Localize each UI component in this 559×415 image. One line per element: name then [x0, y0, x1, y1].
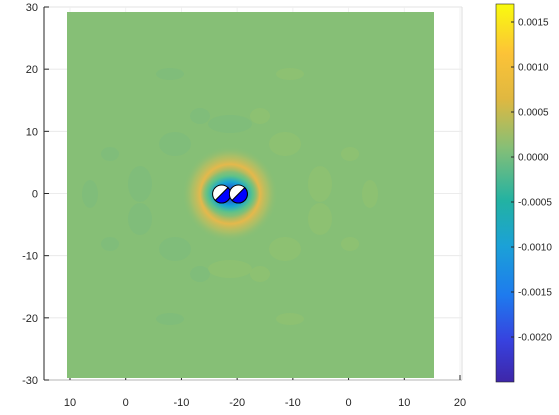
colorbar-tick-label: -0.0010: [518, 243, 552, 254]
x-tick-label: 10: [64, 397, 76, 409]
field-ripple: [101, 237, 119, 251]
field-ripple: [341, 237, 359, 251]
field-ripple: [190, 266, 210, 282]
y-tick-label: -20: [22, 313, 38, 325]
field-ripple: [156, 68, 184, 80]
x-tick-label: 0: [346, 397, 352, 409]
x-tick-label: -20: [229, 397, 245, 409]
field-ripple: [362, 180, 378, 208]
x-tick-label: 20: [454, 397, 466, 409]
colorbar-tick-label: 0.0000: [518, 153, 549, 164]
y-tick-label: 0: [32, 189, 38, 201]
field-ripple: [82, 180, 98, 208]
colorbar-tick-label: 0.0010: [518, 63, 549, 74]
x-ticks: 10 0 -10 -20 -10 0 10 20: [64, 375, 466, 409]
y-tick-label: 20: [26, 64, 38, 76]
marker-fill: [231, 186, 248, 204]
field-ripple: [128, 166, 152, 202]
field-ripple: [308, 166, 332, 202]
field-ripple: [159, 132, 191, 156]
field-ripple: [276, 313, 304, 325]
colorbar-tick-label: -0.0020: [518, 333, 552, 344]
field-ripple: [276, 68, 304, 80]
colorbar-gradient: [495, 3, 515, 383]
y-tick-label: -10: [22, 251, 38, 263]
y-tick-label: -30: [22, 375, 38, 387]
field-ripple: [308, 203, 332, 235]
field-ripple: [250, 266, 270, 282]
x-tick-label: 0: [123, 397, 129, 409]
x-tick-label: -10: [285, 397, 301, 409]
y-tick-label: 10: [26, 126, 38, 138]
field-ripple: [269, 132, 301, 156]
colorbar-tick-label: -0.0015: [518, 288, 552, 299]
colorbar-tick-label: -0.0005: [518, 198, 552, 209]
markers: [212, 184, 248, 204]
y-ticks: 30 20 10 0 -10 -20 -30: [22, 2, 49, 387]
colorbar-ticks: 0.0015 0.0010 0.0005 0.0000 -0.0005 -0.0010 -0…: [511, 18, 552, 344]
x-tick-label: 10: [398, 397, 410, 409]
y-tick-label: 30: [26, 2, 38, 14]
field-ripple: [208, 260, 252, 278]
field-ripple: [269, 237, 301, 261]
x-tick-label: -10: [173, 397, 189, 409]
heatmap-surface: [67, 12, 434, 378]
field-ripple: [208, 115, 252, 133]
colorbar-tick-label: 0.0015: [518, 18, 549, 29]
colorbar-tick-label: 0.0005: [518, 108, 549, 119]
field-ripple: [250, 108, 270, 124]
half-filled-circle-marker: [212, 184, 232, 204]
half-filled-circle-marker: [228, 184, 248, 204]
colorbar: 0.0015 0.0010 0.0005 0.0000 -0.0005 -0.0010 -0…: [495, 3, 552, 383]
field-ripple: [101, 147, 119, 161]
field-ripple: [159, 237, 191, 261]
field-ripple: [341, 147, 359, 161]
field-texture: [82, 68, 378, 325]
field-ripple: [156, 313, 184, 325]
field-ripple: [190, 108, 210, 124]
field-ripple: [128, 203, 152, 235]
